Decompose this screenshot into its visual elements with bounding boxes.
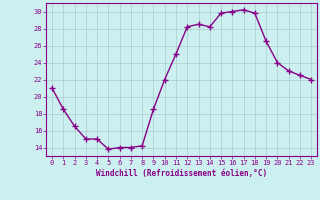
X-axis label: Windchill (Refroidissement éolien,°C): Windchill (Refroidissement éolien,°C) bbox=[96, 169, 267, 178]
